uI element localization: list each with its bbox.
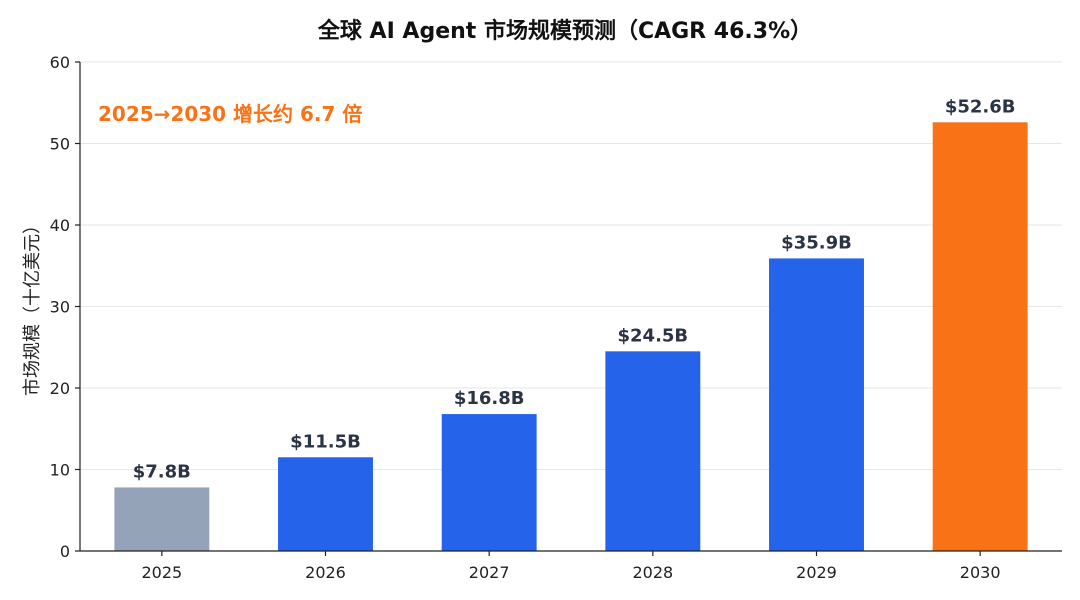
bar-2030 — [932, 122, 1028, 551]
y-tick-label: 0 — [60, 542, 70, 561]
x-tick-label: 2026 — [305, 563, 346, 582]
y-tick-label: 50 — [50, 135, 70, 154]
data-label-2026: $11.5B — [290, 431, 361, 452]
bar-2025 — [114, 487, 210, 551]
data-labels: $7.8B $11.5B $16.8B $24.5B $35.9B $52.6B — [133, 96, 1016, 482]
y-tick-label: 10 — [50, 461, 70, 480]
bar-2028 — [605, 351, 701, 551]
x-tick-label: 2027 — [469, 563, 510, 582]
bars — [114, 122, 1028, 551]
x-tick-label: 2028 — [632, 563, 673, 582]
bar-2026 — [278, 457, 373, 551]
y-tick-label: 60 — [50, 53, 70, 72]
data-label-2027: $16.8B — [454, 388, 525, 409]
bar-2029 — [769, 258, 864, 551]
data-label-2029: $35.9B — [781, 232, 852, 253]
data-label-2028: $24.5B — [618, 325, 689, 346]
y-tick-label: 20 — [50, 379, 70, 398]
bar-2027 — [441, 414, 537, 551]
data-label-2030: $52.6B — [945, 96, 1016, 117]
y-tick-label: 30 — [50, 298, 70, 317]
growth-annotation: 2025→2030 增长约 6.7 倍 — [98, 102, 362, 126]
y-tick-label: 40 — [50, 216, 70, 235]
chart-title: 全球 AI Agent 市场规模预测（CAGR 46.3%） — [317, 18, 812, 44]
gridlines — [80, 61, 1062, 470]
x-tick-label: 2030 — [960, 563, 1001, 582]
x-tick-label: 2025 — [141, 563, 182, 582]
data-label-2025: $7.8B — [133, 461, 191, 482]
y-axis-label: 市场规模（十亿美元） — [22, 216, 43, 396]
x-tick-label: 2029 — [796, 563, 837, 582]
